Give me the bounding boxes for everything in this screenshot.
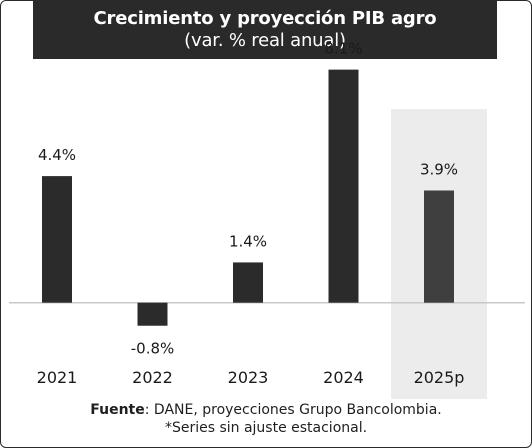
category-label-2021: 2021 <box>37 368 78 387</box>
value-label-2023: 1.4% <box>229 232 267 250</box>
source-line: Fuente: DANE, proyecciones Grupo Bancolo… <box>1 401 531 419</box>
source-text: : DANE, proyecciones Grupo Bancolombia. <box>144 402 442 418</box>
value-label-2025p: 3.9% <box>420 160 458 178</box>
bar-2022 <box>137 302 168 326</box>
value-label-2024: 8.1% <box>324 40 362 58</box>
bar-2025p <box>424 190 454 303</box>
category-label-2025p: 2025p <box>414 368 465 387</box>
chart-subtitle: (var. % real anual) <box>184 30 346 51</box>
value-label-2022: -0.8% <box>131 340 175 358</box>
bar-chart: 4.4% 2021 -0.8% 2022 1.4% 2023 8.1% 2024 3.9% 202… <box>9 40 525 399</box>
category-label-2022: 2022 <box>132 368 173 387</box>
bar-2024 <box>328 69 359 303</box>
category-label-2024: 2024 <box>323 368 364 387</box>
source-label: Fuente <box>90 402 145 418</box>
title-banner: Crecimiento y proyección PIB agro (var. … <box>33 1 497 59</box>
footnote: *Series sin ajuste estacional. <box>164 420 368 436</box>
category-label-2023: 2023 <box>228 368 269 387</box>
source-footer: Fuente: DANE, proyecciones Grupo Bancolo… <box>1 401 531 437</box>
value-label-2021: 4.4% <box>38 146 76 164</box>
chart-title: Crecimiento y proyección PIB agro <box>93 8 437 29</box>
bar-2023 <box>233 262 263 303</box>
bar-2021 <box>42 176 72 303</box>
